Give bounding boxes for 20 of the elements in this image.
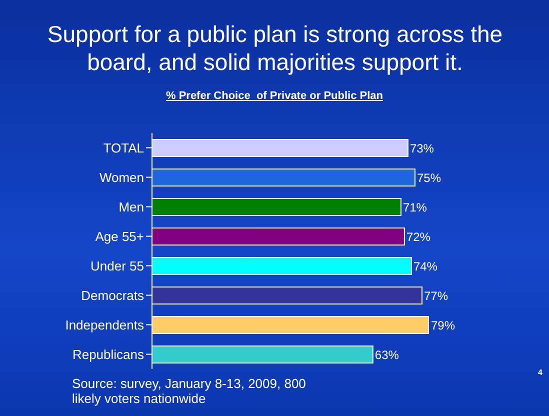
y-tick-label: Age 55+ <box>95 228 144 244</box>
text: 4 <box>538 368 542 377</box>
data-label: 79% <box>431 318 456 332</box>
chart-subtitle: % Prefer Choice of Private or Public Plan <box>164 90 384 102</box>
y-tick-label: Independents <box>65 317 144 332</box>
y-tick-label: Democrats <box>81 288 144 303</box>
data-label: 74% <box>413 259 438 274</box>
y-tick-label: Women <box>99 170 144 185</box>
data-label: 71% <box>402 200 428 214</box>
data-label: 77% <box>424 288 448 303</box>
y-tick-label: TOTAL <box>103 140 144 156</box>
y-tick-label: Under 55 <box>90 258 144 274</box>
data-label: 63% <box>374 348 400 362</box>
data-label: 75% <box>416 170 442 185</box>
data-label: 72% <box>406 230 431 244</box>
data-label: 73% <box>410 141 434 156</box>
y-tick-label: Men <box>118 199 144 214</box>
source-note: Source: survey, January 8-13, 2009, 800 likely voters nationwide <box>72 376 307 406</box>
y-tick-label: Republicans <box>72 346 144 362</box>
chart-title: Support for a public plan is strong across the board, and solid majorities support it. <box>46 20 504 76</box>
